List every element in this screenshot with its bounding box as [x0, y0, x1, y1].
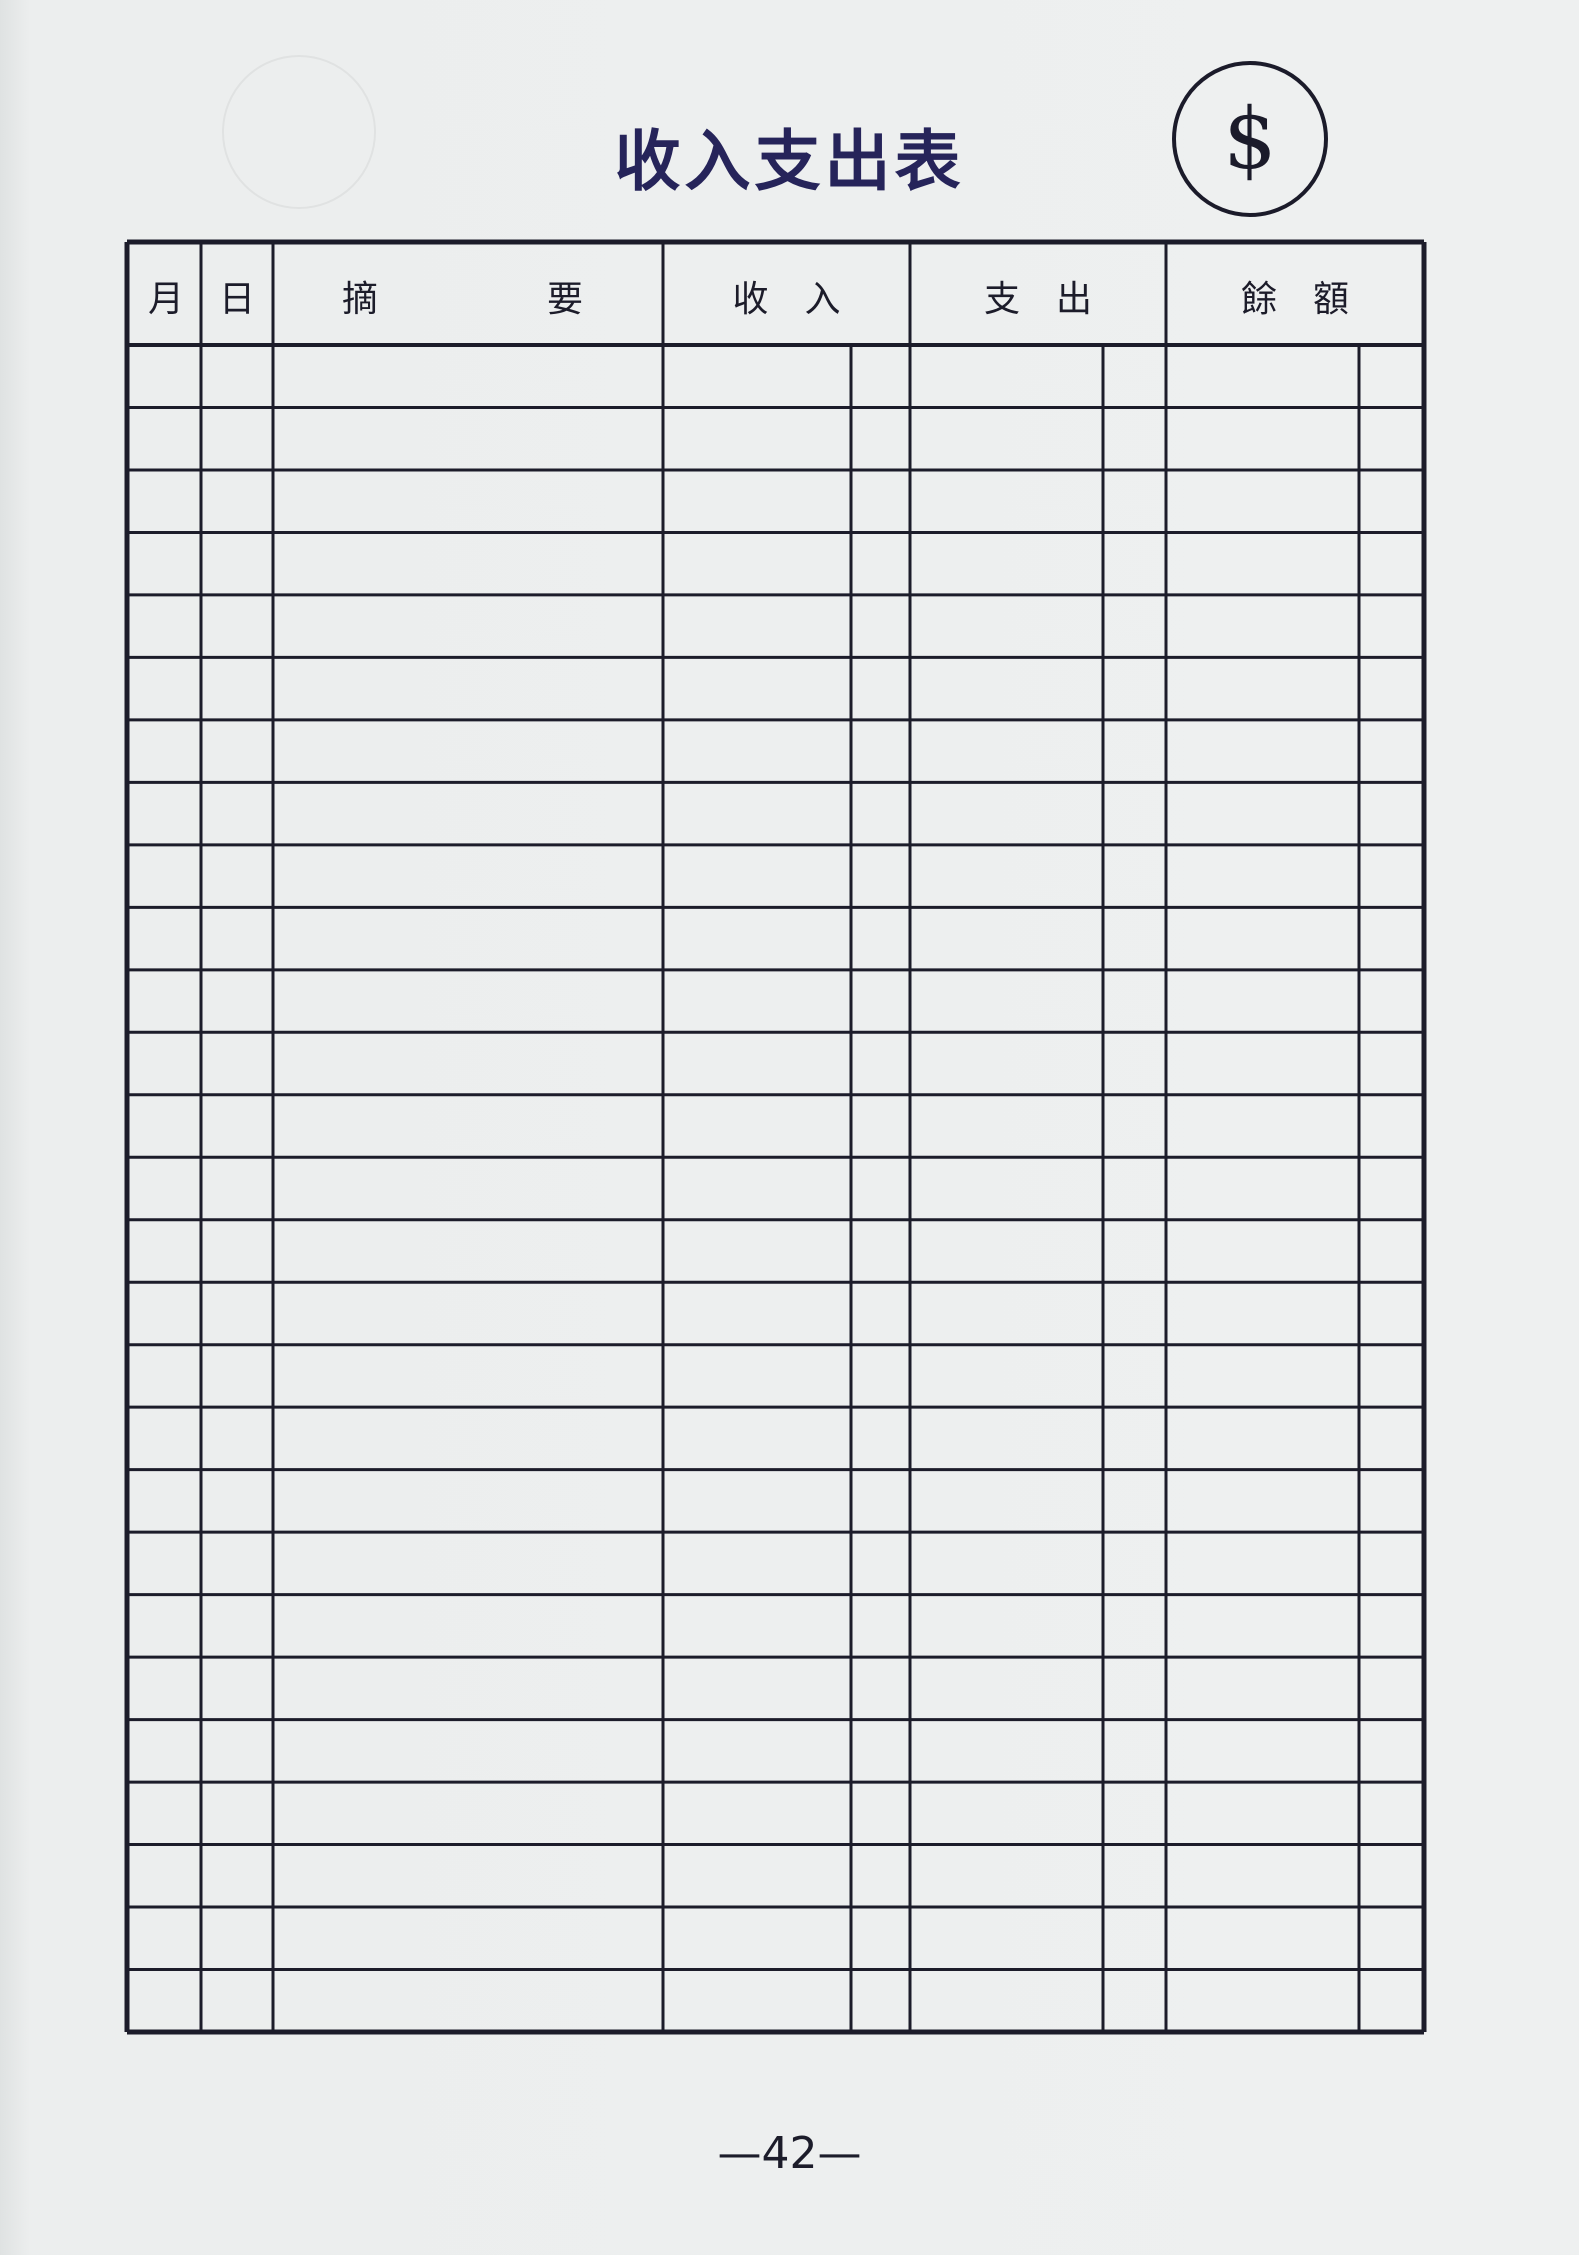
bleed-through-mark [222, 55, 376, 209]
header-expense: 支 出 [983, 279, 1092, 320]
header-balance: 餘 額 [1240, 279, 1349, 320]
header-summary-2: 要 [546, 279, 583, 320]
header-summary-1: 摘 [341, 279, 378, 320]
header-day: 日 [218, 279, 255, 320]
dollar-emblem-icon: $ [1172, 61, 1328, 217]
page-number: —42— [717, 2128, 862, 2179]
header-income: 收 入 [732, 279, 841, 320]
page-title: 收入支出表 [614, 123, 965, 200]
header-month: 月 [147, 279, 184, 320]
